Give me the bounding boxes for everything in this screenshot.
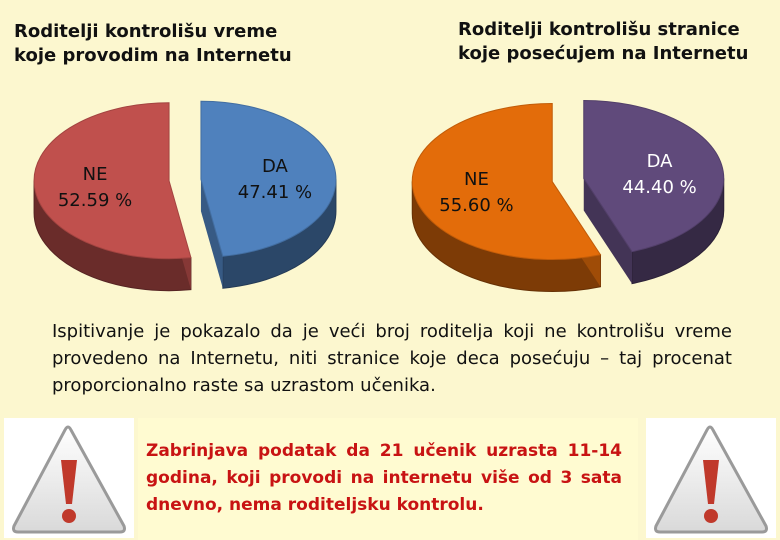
right-chart-title: Roditelji kontrolišu stranice koje poseć… (458, 18, 748, 66)
warning-triangle-icon (646, 418, 776, 538)
right-pie-ne-value-label: 55.60 % (439, 195, 513, 216)
left-pie-da-slice (200, 100, 337, 257)
left-chart-title-line-2: koje provodim na Internetu (14, 45, 292, 66)
left-pie-da-inner-wall (200, 179, 223, 289)
left-pie-ne-category-label: NE (83, 164, 108, 185)
pie-charts: NE 52.59 % DA 47.41 % NE 55.60 % DA 44.40 % (33, 99, 725, 293)
right-pie-da-slice (583, 99, 725, 253)
right-pie-ne-slice (411, 103, 602, 261)
warning-box (138, 418, 638, 540)
findings-paragraph: Ispitivanje je pokazalo da je veći broj … (52, 321, 732, 396)
left-pie-ne-value-label: 52.59 % (58, 190, 132, 211)
warning-text: Zabrinjava podatak da 21 učenik uzrasta … (146, 441, 622, 515)
left-chart-title-line-1: Roditelji kontrolišu vreme (14, 21, 278, 42)
right-chart-title-line-2: koje posećujem na Internetu (458, 43, 749, 64)
left-pie-da-value-label: 47.41 % (238, 182, 312, 203)
warning-triangle-icon (4, 418, 134, 538)
left-pie-ne-slice (33, 102, 192, 260)
right-pie-da-inner-wall (583, 178, 633, 284)
left-chart-title: Roditelji kontrolišu vreme koje provodim… (14, 20, 292, 68)
right-chart-title-line-1: Roditelji kontrolišu stranice (458, 19, 740, 40)
right-pie-ne-category-label: NE (464, 169, 489, 190)
right-pie-da-category-label: DA (647, 151, 674, 172)
right-pie-da-value-label: 44.40 % (622, 177, 696, 198)
left-pie-da-category-label: DA (262, 156, 289, 177)
